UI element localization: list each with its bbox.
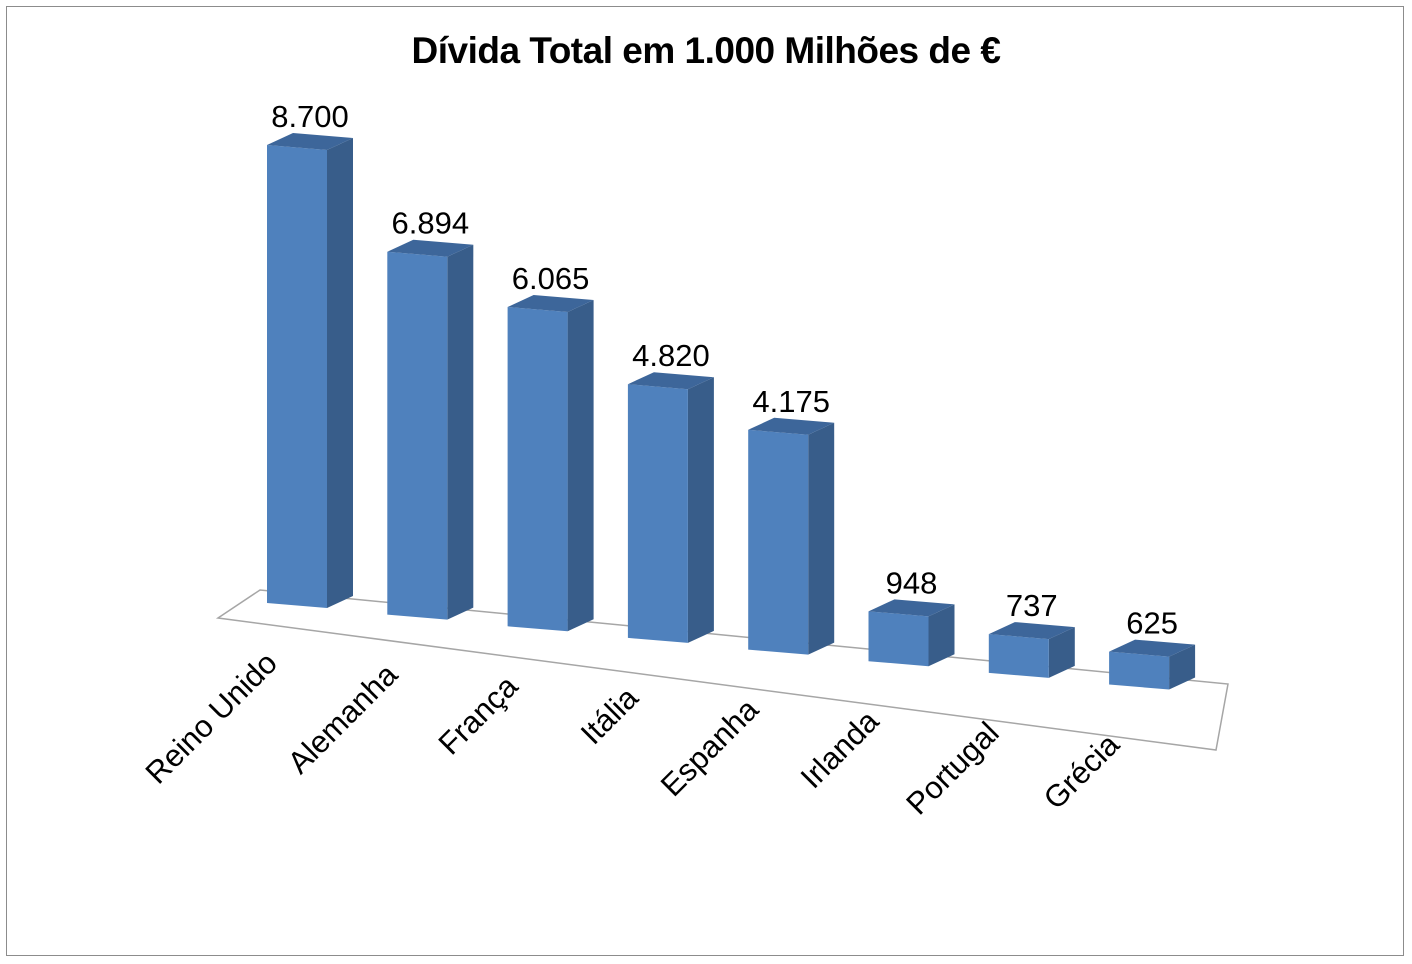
bar <box>868 599 955 667</box>
bar-front <box>988 634 1049 678</box>
data-label: 948 <box>886 565 938 600</box>
bar-top <box>868 599 955 617</box>
data-label: 8.700 <box>271 99 349 134</box>
bar-front <box>627 384 688 643</box>
data-label: 6.065 <box>512 261 590 296</box>
data-label: 625 <box>1126 606 1178 641</box>
bar-front <box>507 307 568 632</box>
bar-front <box>267 145 327 608</box>
bar <box>627 372 714 643</box>
bar-side <box>447 244 474 620</box>
category-label: Irlanda <box>794 703 886 795</box>
bar <box>507 295 594 632</box>
category-label: França <box>432 668 526 762</box>
bar-top <box>988 622 1075 640</box>
bar <box>267 133 353 608</box>
category-label: Espanha <box>654 691 766 803</box>
bar-top <box>267 133 353 150</box>
bar-top <box>1109 639 1196 657</box>
category-label: Reino Unido <box>139 645 284 790</box>
bar-side <box>808 422 835 655</box>
data-label: 4.820 <box>632 338 710 373</box>
bar <box>748 417 835 655</box>
chart-title: Dívida Total em 1.000 Milhões de € <box>411 30 1001 71</box>
data-label: 6.894 <box>392 206 470 241</box>
category-label: Alemanha <box>281 656 405 780</box>
bar-side <box>687 377 714 643</box>
bar <box>988 622 1075 678</box>
bar-side <box>1169 644 1196 690</box>
data-label: 4.175 <box>752 384 830 419</box>
category-label: Grécia <box>1037 726 1127 816</box>
bar <box>1109 639 1196 690</box>
bar-top <box>507 295 594 313</box>
bar-side <box>1048 627 1075 678</box>
bar <box>387 239 474 620</box>
bar-front <box>748 429 809 655</box>
category-label: Itália <box>574 680 646 752</box>
bar-top <box>748 417 835 435</box>
bar-top <box>627 372 714 390</box>
bar-group <box>267 133 1196 690</box>
category-label: Portugal <box>899 715 1005 821</box>
bar-front <box>868 611 929 667</box>
bar-front <box>1109 651 1170 690</box>
bar-side <box>567 300 594 632</box>
data-label-group: 8.700 6.894 6.065 4.820 4.175 948 737 625 <box>271 99 1178 641</box>
data-label: 737 <box>1006 588 1058 623</box>
chart-floor <box>215 589 1229 751</box>
bar-front <box>387 251 448 620</box>
bar-side <box>327 138 353 608</box>
bar-top <box>387 239 474 257</box>
bar-side <box>928 604 955 667</box>
